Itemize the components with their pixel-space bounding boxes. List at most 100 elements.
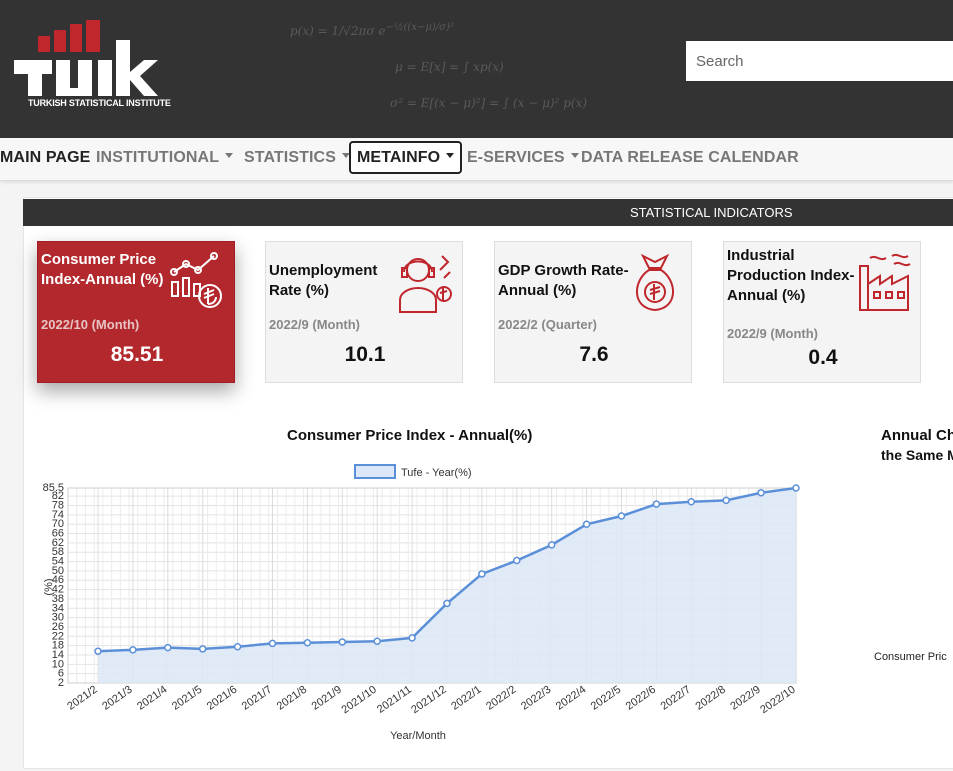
indicators-heading-bar: STATISTICAL INDICATORS (23, 199, 953, 226)
worker-headset-icon (399, 255, 452, 313)
x-tick-label: 2021/12 (409, 684, 448, 717)
indicators-heading: STATISTICAL INDICATORS (630, 205, 793, 220)
x-tick-label: 2021/10 (339, 684, 378, 717)
card-value: 0.4 (808, 346, 838, 369)
indicator-card-unemployment[interactable]: Unemployment Rate (%) 2022/9 (Month) 10.… (265, 241, 463, 383)
cpi-line-chart: 2610141822263034384246505458626670747882… (43, 464, 800, 742)
card-period: 2022/2 (Quarter) (498, 317, 597, 332)
y-tick-label: 34 (52, 602, 64, 614)
data-point (373, 637, 381, 645)
x-tick-label: 2021/5 (170, 684, 204, 713)
y-tick-label: 58 (52, 546, 64, 558)
card-period: 2022/10 (Month) (41, 317, 140, 332)
x-tick-label: 2022/1 (449, 684, 483, 713)
y-tick-label: 30 (52, 612, 64, 624)
x-tick-label: 2022/8 (693, 684, 727, 713)
data-point (722, 496, 730, 505)
y-tick-label: 50 (52, 565, 64, 577)
x-tick-label: 2022/5 (589, 684, 623, 713)
factory-icon (859, 253, 911, 311)
nav-data-release-calendar[interactable]: DATA RELEASE CALENDAR (581, 149, 799, 167)
x-tick-label: 2021/8 (275, 684, 309, 713)
nav-main-page[interactable]: MAIN PAGE (0, 149, 90, 167)
card-value: 10.1 (344, 343, 386, 366)
data-point (792, 484, 800, 492)
card-title: Unemployment Rate (%) (269, 262, 378, 299)
data-point (408, 634, 416, 642)
nav-institutional[interactable]: INSTITUTIONAL (96, 149, 234, 167)
data-point (687, 498, 696, 506)
nav-statistics[interactable]: STATISTICS (244, 149, 350, 167)
data-point (268, 639, 277, 648)
nav-label: STATISTICS (244, 149, 336, 166)
data-point (617, 512, 626, 520)
x-tick-label: 2021/7 (240, 684, 274, 713)
x-tick-label: 2021/2 (65, 684, 99, 713)
data-point (129, 646, 137, 654)
legend-swatch (354, 464, 396, 479)
data-point (582, 520, 591, 529)
nav-label: DATA RELEASE CALENDAR (581, 149, 799, 166)
money-bag-icon (636, 253, 674, 312)
y-tick-label: 10 (52, 658, 64, 670)
data-point (478, 570, 486, 578)
data-point (233, 642, 242, 651)
caret-down-icon (570, 153, 579, 159)
main-nav: MAIN PAGE INSTITUTIONAL STATISTICS METAI… (0, 138, 953, 181)
tuik-logo[interactable] (12, 20, 162, 120)
x-tick-label: 2021/11 (375, 684, 414, 716)
nav-label: INSTITUTIONAL (96, 149, 220, 166)
site-header: TURKISH STATISTICAL INSTITUTE p(x) = 1/√… (0, 0, 953, 138)
data-point (303, 638, 312, 647)
data-point (443, 599, 451, 608)
x-tick-label: 2022/7 (659, 684, 693, 713)
y-tick-label: 54 (52, 556, 64, 568)
y-tick-label: 26 (52, 621, 64, 633)
y-tick-label: 6 (58, 668, 64, 680)
chart-title: Consumer Price Index - Annual(%) (287, 427, 533, 444)
y-tick-label: 66 (52, 528, 64, 540)
caret-down-icon (446, 153, 455, 159)
y-tick-label: 22 (52, 630, 64, 642)
y-tick-label: 14 (52, 649, 64, 661)
x-tick-label: 2022/3 (519, 684, 553, 713)
y-axis-title: (%) (43, 578, 55, 595)
card-title: GDP Growth Rate-Annual (%) (498, 262, 629, 299)
data-point (164, 643, 172, 652)
card-title: Consumer Price Index-Annual (%) (41, 251, 164, 288)
data-point (94, 647, 102, 655)
search-input[interactable] (686, 41, 953, 81)
x-tick-label: 2022/4 (554, 684, 588, 713)
indicator-card-cpi[interactable]: Consumer Price Index-Annual (%) 2022/10 … (37, 241, 235, 383)
y-tick-label: 38 (52, 593, 64, 605)
logo-subtitle: TURKISH STATISTICAL INSTITUTE (28, 98, 171, 108)
indicator-card-gdp[interactable]: GDP Growth Rate-Annual (%) 2022/2 (Quart… (494, 241, 692, 383)
y-tick-label: 78 (52, 500, 64, 512)
y-tick-label: 85.5 (43, 482, 64, 494)
data-point (547, 541, 556, 549)
y-tick-label: 62 (52, 537, 64, 549)
y-tick-label: 2 (58, 677, 64, 689)
x-axis-title: Year/Month (390, 730, 446, 742)
legend-label: Tufe - Year(%) (401, 467, 472, 479)
nav-e-services[interactable]: E-SERVICES (467, 149, 579, 167)
nav-metainfo[interactable]: METAINFO (349, 141, 463, 174)
data-point (338, 638, 347, 646)
second-chart-legend: Consumer Pric (874, 651, 947, 663)
indicator-card-industrial[interactable]: Industrial Production Index-Annual (%) 2… (723, 241, 921, 383)
y-tick-label: 74 (52, 509, 64, 521)
x-tick-label: 2022/9 (728, 684, 762, 713)
y-tick-label: 82 (52, 490, 64, 502)
card-value: 7.6 (579, 343, 609, 366)
series-area (98, 487, 796, 683)
card-period: 2022/9 (Month) (269, 317, 361, 332)
x-tick-label: 2021/3 (100, 684, 134, 713)
y-tick-label: 70 (52, 518, 64, 530)
caret-down-icon (341, 153, 350, 159)
nav-label: MAIN PAGE (0, 149, 91, 166)
chart-lira-icon (170, 252, 222, 308)
x-tick-label: 2021/9 (310, 684, 344, 713)
x-tick-label: 2022/6 (624, 684, 658, 713)
data-point (513, 556, 521, 565)
data-point (757, 489, 765, 497)
